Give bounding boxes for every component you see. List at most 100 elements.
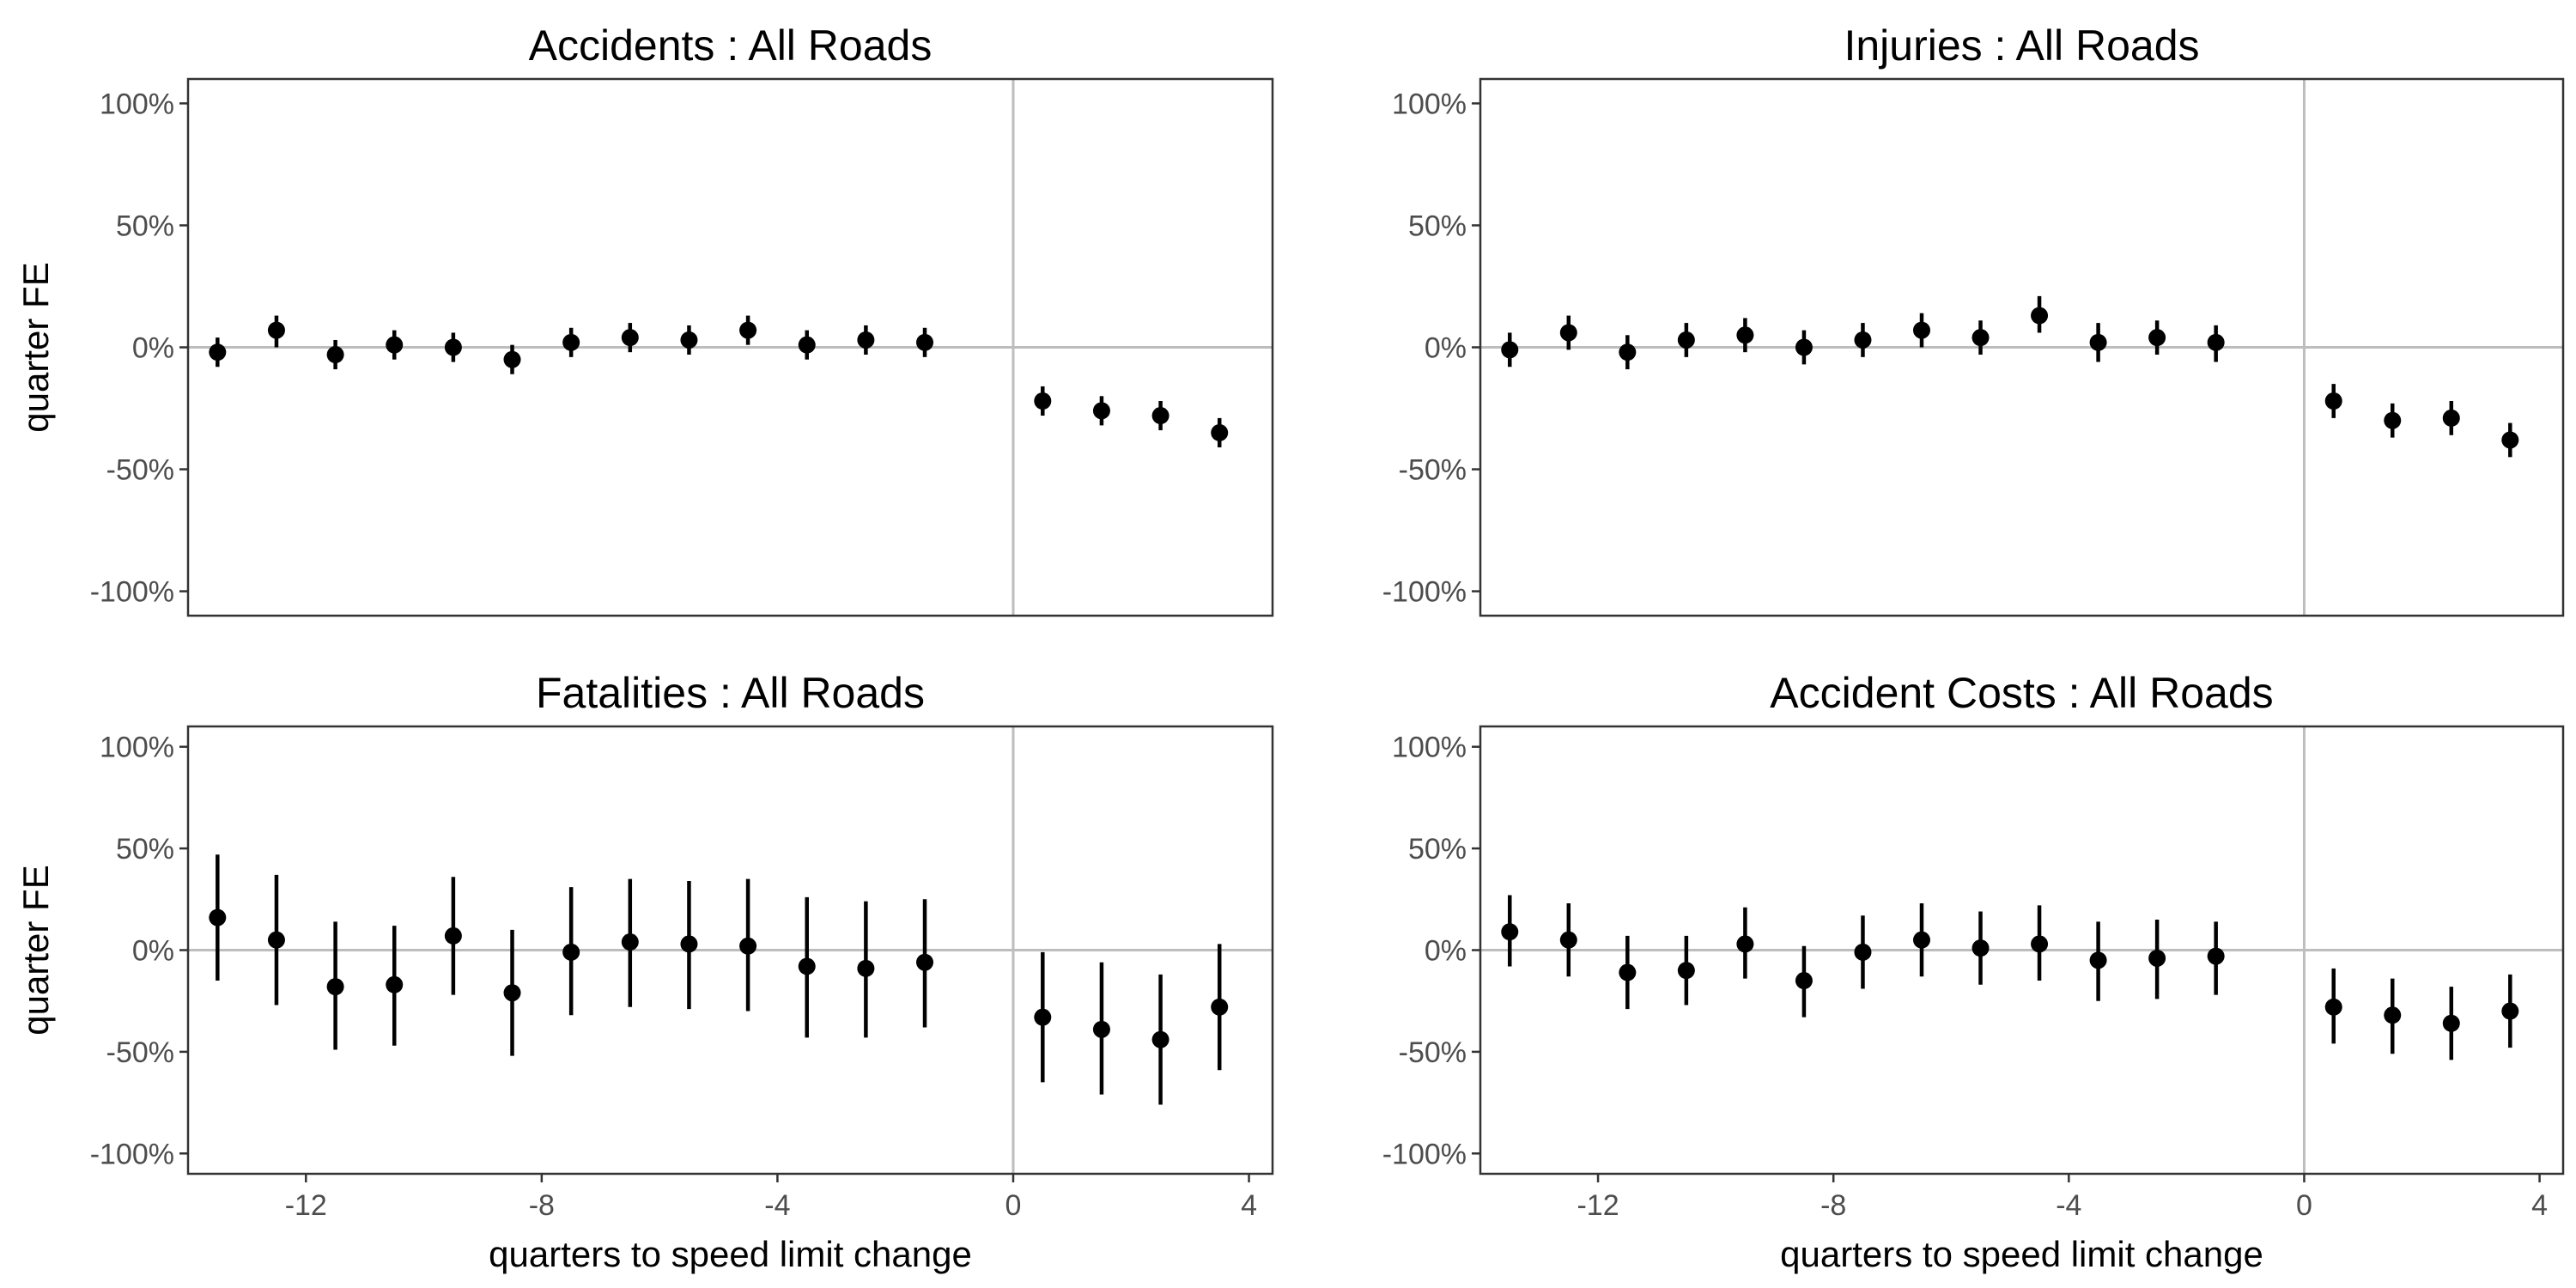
y-tick-label: 50%: [1408, 210, 1467, 242]
data-point: [1971, 939, 1990, 957]
data-point: [562, 333, 580, 351]
data-point: [1795, 338, 1813, 356]
data-point: [1501, 923, 1519, 941]
panel-title: Fatalities : All Roads: [536, 669, 925, 717]
x-tick-label: -8: [1820, 1189, 1846, 1222]
x-tick-label: -4: [2056, 1189, 2081, 1222]
data-point: [2031, 307, 2049, 325]
data-point: [2501, 431, 2519, 449]
data-point: [2089, 333, 2107, 351]
panel-frame: [1479, 77, 2565, 617]
data-point: [209, 908, 227, 927]
data-point: [1092, 1020, 1110, 1038]
data-point: [2384, 411, 2402, 429]
y-tick-label: -100%: [1382, 1138, 1467, 1170]
data-point: [2207, 333, 2225, 351]
data-point: [2384, 1006, 2402, 1024]
panel-title: Injuries : All Roads: [1844, 21, 2199, 70]
data-point: [444, 338, 462, 356]
data-point: [326, 346, 344, 364]
y-tick-label: -100%: [1382, 576, 1467, 609]
x-tick-label: -12: [285, 1189, 327, 1222]
x-tick-label: 0: [2296, 1189, 2312, 1222]
data-point: [503, 984, 521, 1002]
data-point: [621, 933, 639, 951]
data-point: [209, 343, 227, 361]
data-point: [1795, 972, 1813, 990]
chart-panel-2: Injuries : All Roads 100% 50% 0% -50% -100%: [1382, 21, 2565, 617]
data-point: [621, 329, 639, 347]
y-tick-label: 0%: [1425, 332, 1467, 365]
data-point: [1619, 343, 1637, 361]
data-point: [916, 333, 934, 351]
y-tick-label: -50%: [106, 1036, 174, 1069]
data-point: [1151, 407, 1170, 425]
data-point: [1151, 1030, 1170, 1048]
data-point: [267, 321, 285, 339]
y-tick-label: -50%: [106, 454, 174, 487]
panel-title: Accidents : All Roads: [529, 21, 933, 70]
data-point: [1619, 963, 1637, 981]
data-point: [1677, 962, 1695, 980]
data-point: [798, 957, 816, 975]
data-point: [798, 336, 816, 354]
data-point: [680, 935, 698, 953]
data-point: [2442, 1014, 2460, 1032]
data-point: [444, 927, 462, 945]
data-point: [2089, 951, 2107, 969]
data-point: [562, 943, 580, 961]
data-point: [1211, 998, 1229, 1016]
y-axis-title: quarter FE: [15, 865, 56, 1035]
panel-frame: [1479, 725, 2565, 1176]
y-tick-label: -50%: [1399, 454, 1467, 487]
data-point: [1912, 321, 1930, 339]
x-tick-label: 4: [2531, 1189, 2548, 1222]
panel-title: Accident Costs : All Roads: [1770, 669, 2273, 717]
y-tick-label: 100%: [1392, 88, 1467, 120]
data-point: [386, 975, 404, 993]
data-point: [326, 978, 344, 996]
x-tick-label: -8: [529, 1189, 555, 1222]
data-point: [739, 321, 757, 339]
y-tick-label: 50%: [1408, 833, 1467, 866]
panel-frame: [186, 77, 1274, 617]
y-tick-label: -100%: [90, 1138, 174, 1170]
data-point: [2324, 998, 2342, 1016]
y-tick-label: -50%: [1399, 1036, 1467, 1069]
y-tick-label: 50%: [116, 210, 174, 242]
data-point: [2148, 949, 2166, 967]
data-point: [2148, 329, 2166, 347]
chart-panel-3: Fatalities : All Roads 100% 50% 0% -50% -100%…: [15, 669, 1274, 1274]
x-tick-label: -4: [764, 1189, 790, 1222]
data-point: [2324, 392, 2342, 410]
data-point: [1034, 392, 1052, 410]
data-point: [386, 336, 404, 354]
data-point: [1854, 943, 1872, 961]
data-point: [1559, 324, 1577, 342]
x-tick-label: 0: [1005, 1189, 1022, 1222]
y-tick-label: 100%: [1392, 732, 1467, 764]
data-point: [1736, 326, 1754, 344]
data-point: [680, 331, 698, 349]
data-point: [857, 331, 875, 349]
data-point: [916, 953, 934, 971]
data-point: [1912, 931, 1930, 949]
data-point: [1092, 402, 1110, 420]
y-tick-label: 100%: [100, 732, 174, 764]
y-tick-label: -100%: [90, 576, 174, 609]
data-point: [1971, 329, 1990, 347]
x-tick-label: 4: [1241, 1189, 1257, 1222]
data-point: [739, 937, 757, 955]
y-tick-label: 50%: [116, 833, 174, 866]
data-point: [1854, 331, 1872, 349]
data-point: [1736, 935, 1754, 953]
data-point: [2501, 1002, 2519, 1020]
panel-frame: [186, 725, 1274, 1176]
y-tick-label: 100%: [100, 88, 174, 120]
chart-panel-1: Accidents : All Roads 100% 50% 0% -50% -100% q…: [15, 21, 1274, 617]
data-point: [2031, 935, 2049, 953]
data-point: [1677, 331, 1695, 349]
data-point: [857, 959, 875, 977]
